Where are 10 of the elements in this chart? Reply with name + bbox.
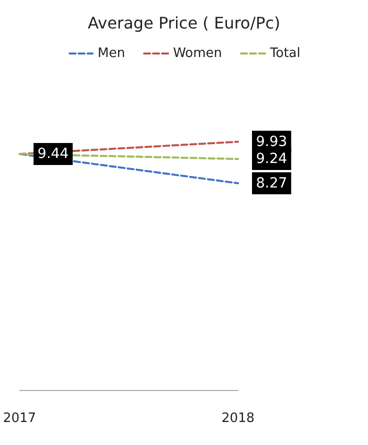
x-tick-label: 2018 (221, 411, 255, 426)
data-label: 9.24 (256, 151, 288, 167)
data-label: 9.93 (256, 134, 288, 150)
legend-label: Men (98, 46, 126, 61)
legend-label: Women (173, 46, 222, 61)
chart-title: Average Price ( Euro/Pc) (88, 14, 280, 32)
data-label: 8.27 (256, 175, 288, 192)
legend-label: Total (269, 46, 300, 61)
x-tick-label: 2017 (2, 411, 36, 426)
data-label: 9.44 (38, 146, 69, 162)
